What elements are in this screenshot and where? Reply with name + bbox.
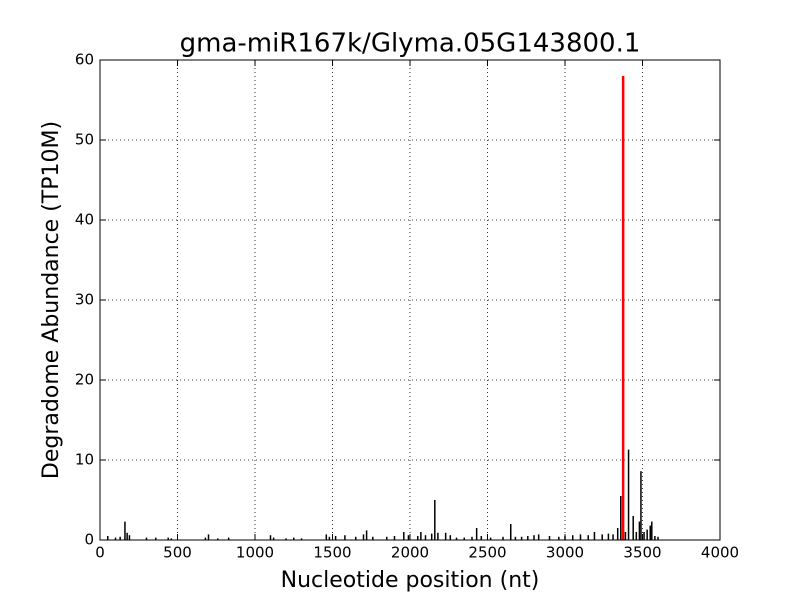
y-axis-label: Degradome Abundance (TP10M) — [39, 121, 64, 479]
y-tick-label: 40 — [75, 211, 94, 229]
x-tick-label: 4000 — [701, 544, 739, 562]
x-axis-label: Nucleotide position (nt) — [281, 568, 540, 593]
x-tick-label: 0 — [95, 544, 105, 562]
x-tick-label: 3000 — [546, 544, 584, 562]
x-tick-label: 2000 — [391, 544, 429, 562]
x-tick-label: 1000 — [236, 544, 274, 562]
x-tick-label: 1500 — [313, 544, 351, 562]
y-tick-label: 50 — [75, 131, 94, 149]
y-tick-label: 60 — [75, 51, 94, 69]
y-tick-label: 20 — [75, 371, 94, 389]
y-tick-label: 10 — [75, 451, 94, 469]
y-tick-label: 30 — [75, 291, 94, 309]
x-tick-label: 500 — [163, 544, 192, 562]
x-tick-label: 2500 — [468, 544, 506, 562]
x-tick-label: 3500 — [623, 544, 661, 562]
y-tick-label: 0 — [84, 531, 94, 549]
chart-title: gma-miR167k/Glyma.05G143800.1 — [180, 29, 641, 59]
plot-frame — [99, 59, 721, 541]
